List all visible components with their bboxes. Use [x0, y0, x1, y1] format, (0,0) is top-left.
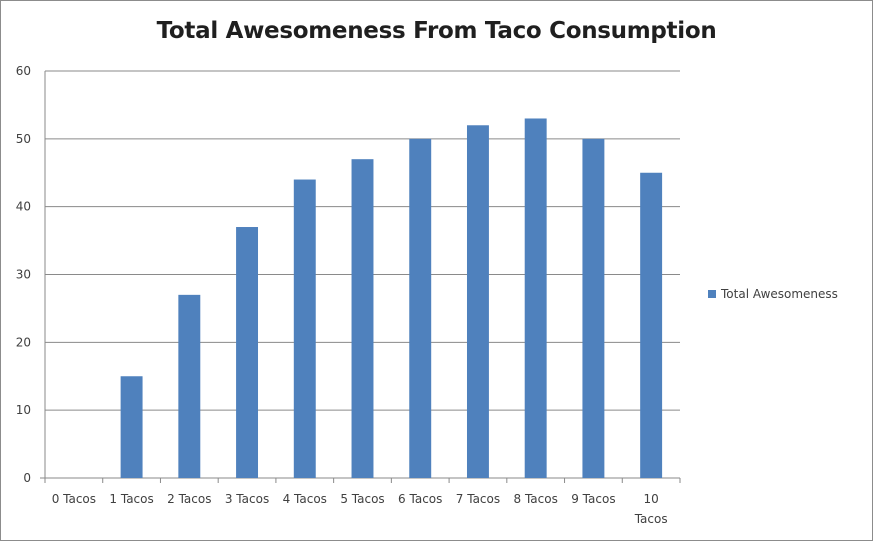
x-tick-label: 6 Tacos [398, 492, 442, 506]
bar [524, 118, 547, 478]
x-tick-label: 4 Tacos [283, 492, 327, 506]
x-tick-label: 5 Tacos [340, 492, 384, 506]
bar [293, 179, 316, 479]
y-tick-label: 20 [16, 335, 31, 349]
bar [178, 294, 201, 478]
x-tick-label: 2 Tacos [167, 492, 211, 506]
chart-title: Total Awesomeness From Taco Consumption [156, 18, 717, 44]
bar [582, 138, 605, 479]
bar [120, 376, 143, 478]
y-tick-label: 50 [16, 132, 31, 146]
x-tick-label: 9 Tacos [571, 492, 615, 506]
legend: Total Awesomeness [708, 287, 838, 301]
y-tick-label: 60 [16, 64, 31, 78]
legend-swatch [708, 290, 716, 298]
x-tick-label: 10 Tacos [634, 492, 668, 526]
legend-label: Total Awesomeness [721, 287, 838, 301]
bar [409, 138, 432, 479]
x-tick-label: 8 Tacos [514, 492, 558, 506]
y-tick-label: 10 [16, 403, 31, 417]
bar [640, 172, 663, 478]
x-tick-label: 3 Tacos [225, 492, 269, 506]
y-tick-label: 40 [16, 200, 31, 214]
bar [466, 125, 489, 479]
bar [236, 227, 259, 478]
y-tick-label: 30 [16, 268, 31, 282]
y-tick-label: 0 [23, 471, 31, 485]
x-tick-label: 0 Tacos [52, 492, 96, 506]
x-tick-label: 1 Tacos [109, 492, 153, 506]
x-tick-label: 7 Tacos [456, 492, 500, 506]
bar [351, 159, 374, 478]
